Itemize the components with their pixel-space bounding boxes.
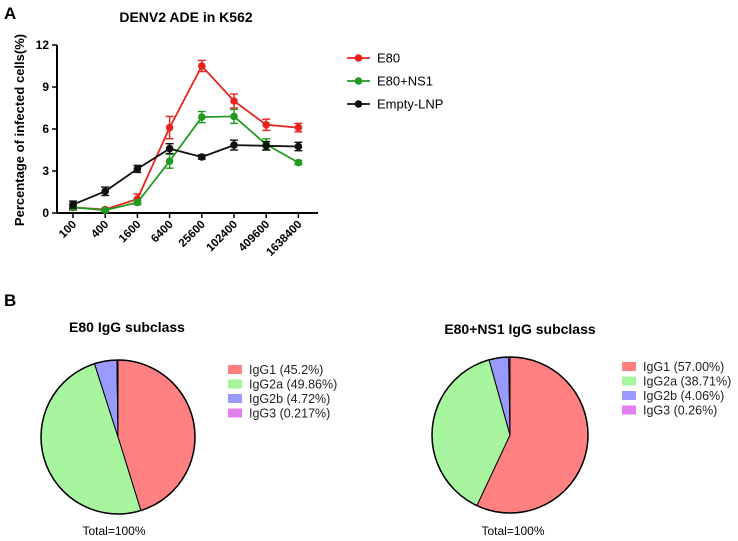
y-tick-label: 9: [42, 80, 49, 94]
x-tick-label: 6400: [149, 219, 176, 246]
series-empty-lnp: [69, 139, 303, 209]
line-chart-title: DENV2 ADE in K562: [119, 9, 253, 25]
data-point: [133, 165, 142, 173]
panel-label-a: A: [4, 4, 16, 23]
data-point: [262, 121, 271, 129]
data-point: [69, 200, 77, 209]
legend-label: IgG1 (45.2%): [249, 363, 323, 377]
legend-swatch: [228, 379, 242, 389]
panel-label-b: B: [4, 291, 16, 310]
data-point: [165, 157, 174, 165]
legend-swatch: [622, 376, 636, 386]
data-point: [165, 123, 174, 132]
x-tick-label: 400: [89, 219, 111, 241]
legend-swatch: [228, 408, 242, 418]
pie-legend: IgG1 (57.00%)IgG2a (38.71%)IgG2b (4.06%)…: [622, 360, 731, 418]
data-point: [165, 144, 174, 153]
legend-marker: [354, 100, 363, 108]
pie-outline: [40, 359, 196, 515]
pie-chart-e80: IgG1 (45.2%)IgG2a (49.86%)IgG2b (4.72%)I…: [40, 359, 337, 515]
line-chart-ylabel: Percentage of infected cells(%): [12, 34, 27, 226]
legend-swatch: [622, 362, 636, 371]
data-point: [230, 141, 238, 149]
legend-label: E80: [377, 51, 400, 66]
pie2-footer: Total=100%: [481, 524, 544, 538]
data-point: [230, 97, 238, 105]
data-point: [294, 158, 303, 167]
pie-outline: [431, 356, 589, 514]
legend-label: IgG1 (57.00%): [643, 360, 724, 374]
legend-swatch: [622, 405, 636, 415]
pie-chart-e80-ns1: IgG1 (57.00%)IgG2a (38.71%)IgG2b (4.06%)…: [431, 356, 731, 514]
y-tick-label: 0: [42, 206, 49, 220]
pie1-footer: Total=100%: [82, 524, 145, 538]
legend-label: IgG2b (4.06%): [643, 389, 724, 403]
legend-label: IgG3 (0.26%): [643, 404, 717, 418]
pie1-title: E80 IgG subclass: [69, 319, 185, 335]
data-point: [294, 142, 303, 151]
legend-label: IgG2a (38.71%): [643, 375, 731, 389]
data-point: [294, 123, 303, 132]
data-point: [101, 187, 109, 196]
y-tick-label: 12: [36, 38, 50, 52]
legend-marker: [354, 77, 363, 85]
legend-label: IgG2b (4.72%): [249, 392, 330, 406]
x-tick-label: 1600: [117, 219, 144, 246]
y-tick-label: 3: [42, 164, 49, 178]
data-point: [101, 206, 109, 214]
data-point: [262, 142, 271, 150]
x-tick-label: 25600: [177, 219, 208, 250]
data-point: [198, 62, 206, 70]
legend-swatch: [622, 391, 636, 400]
series-line: [72, 144, 299, 206]
x-tick-label: 102400: [205, 219, 241, 255]
data-point: [198, 153, 206, 161]
legend-marker: [354, 54, 363, 62]
legend-swatch: [228, 394, 242, 403]
legend-swatch: [228, 365, 242, 374]
x-tick-label: 1638400: [264, 219, 304, 259]
series-line: [72, 64, 299, 211]
x-tick-label: 100: [57, 219, 79, 241]
legend-label: IgG3 (0.217%): [249, 407, 330, 421]
legend-label: Empty-LNP: [377, 97, 443, 112]
series-line: [72, 115, 299, 212]
data-point: [198, 113, 206, 121]
data-point: [230, 112, 238, 121]
y-tick-label: 6: [42, 122, 49, 136]
data-point: [133, 198, 142, 207]
legend-label: IgG2a (49.86%): [249, 378, 337, 392]
pie2-title: E80+NS1 IgG subclass: [444, 321, 596, 337]
legend-label: E80+NS1: [377, 74, 433, 89]
line-legend: E80 E80+NS1 Empty-LNP: [347, 51, 443, 112]
pie-legend: IgG1 (45.2%)IgG2a (49.86%)IgG2b (4.72%)I…: [228, 363, 337, 421]
